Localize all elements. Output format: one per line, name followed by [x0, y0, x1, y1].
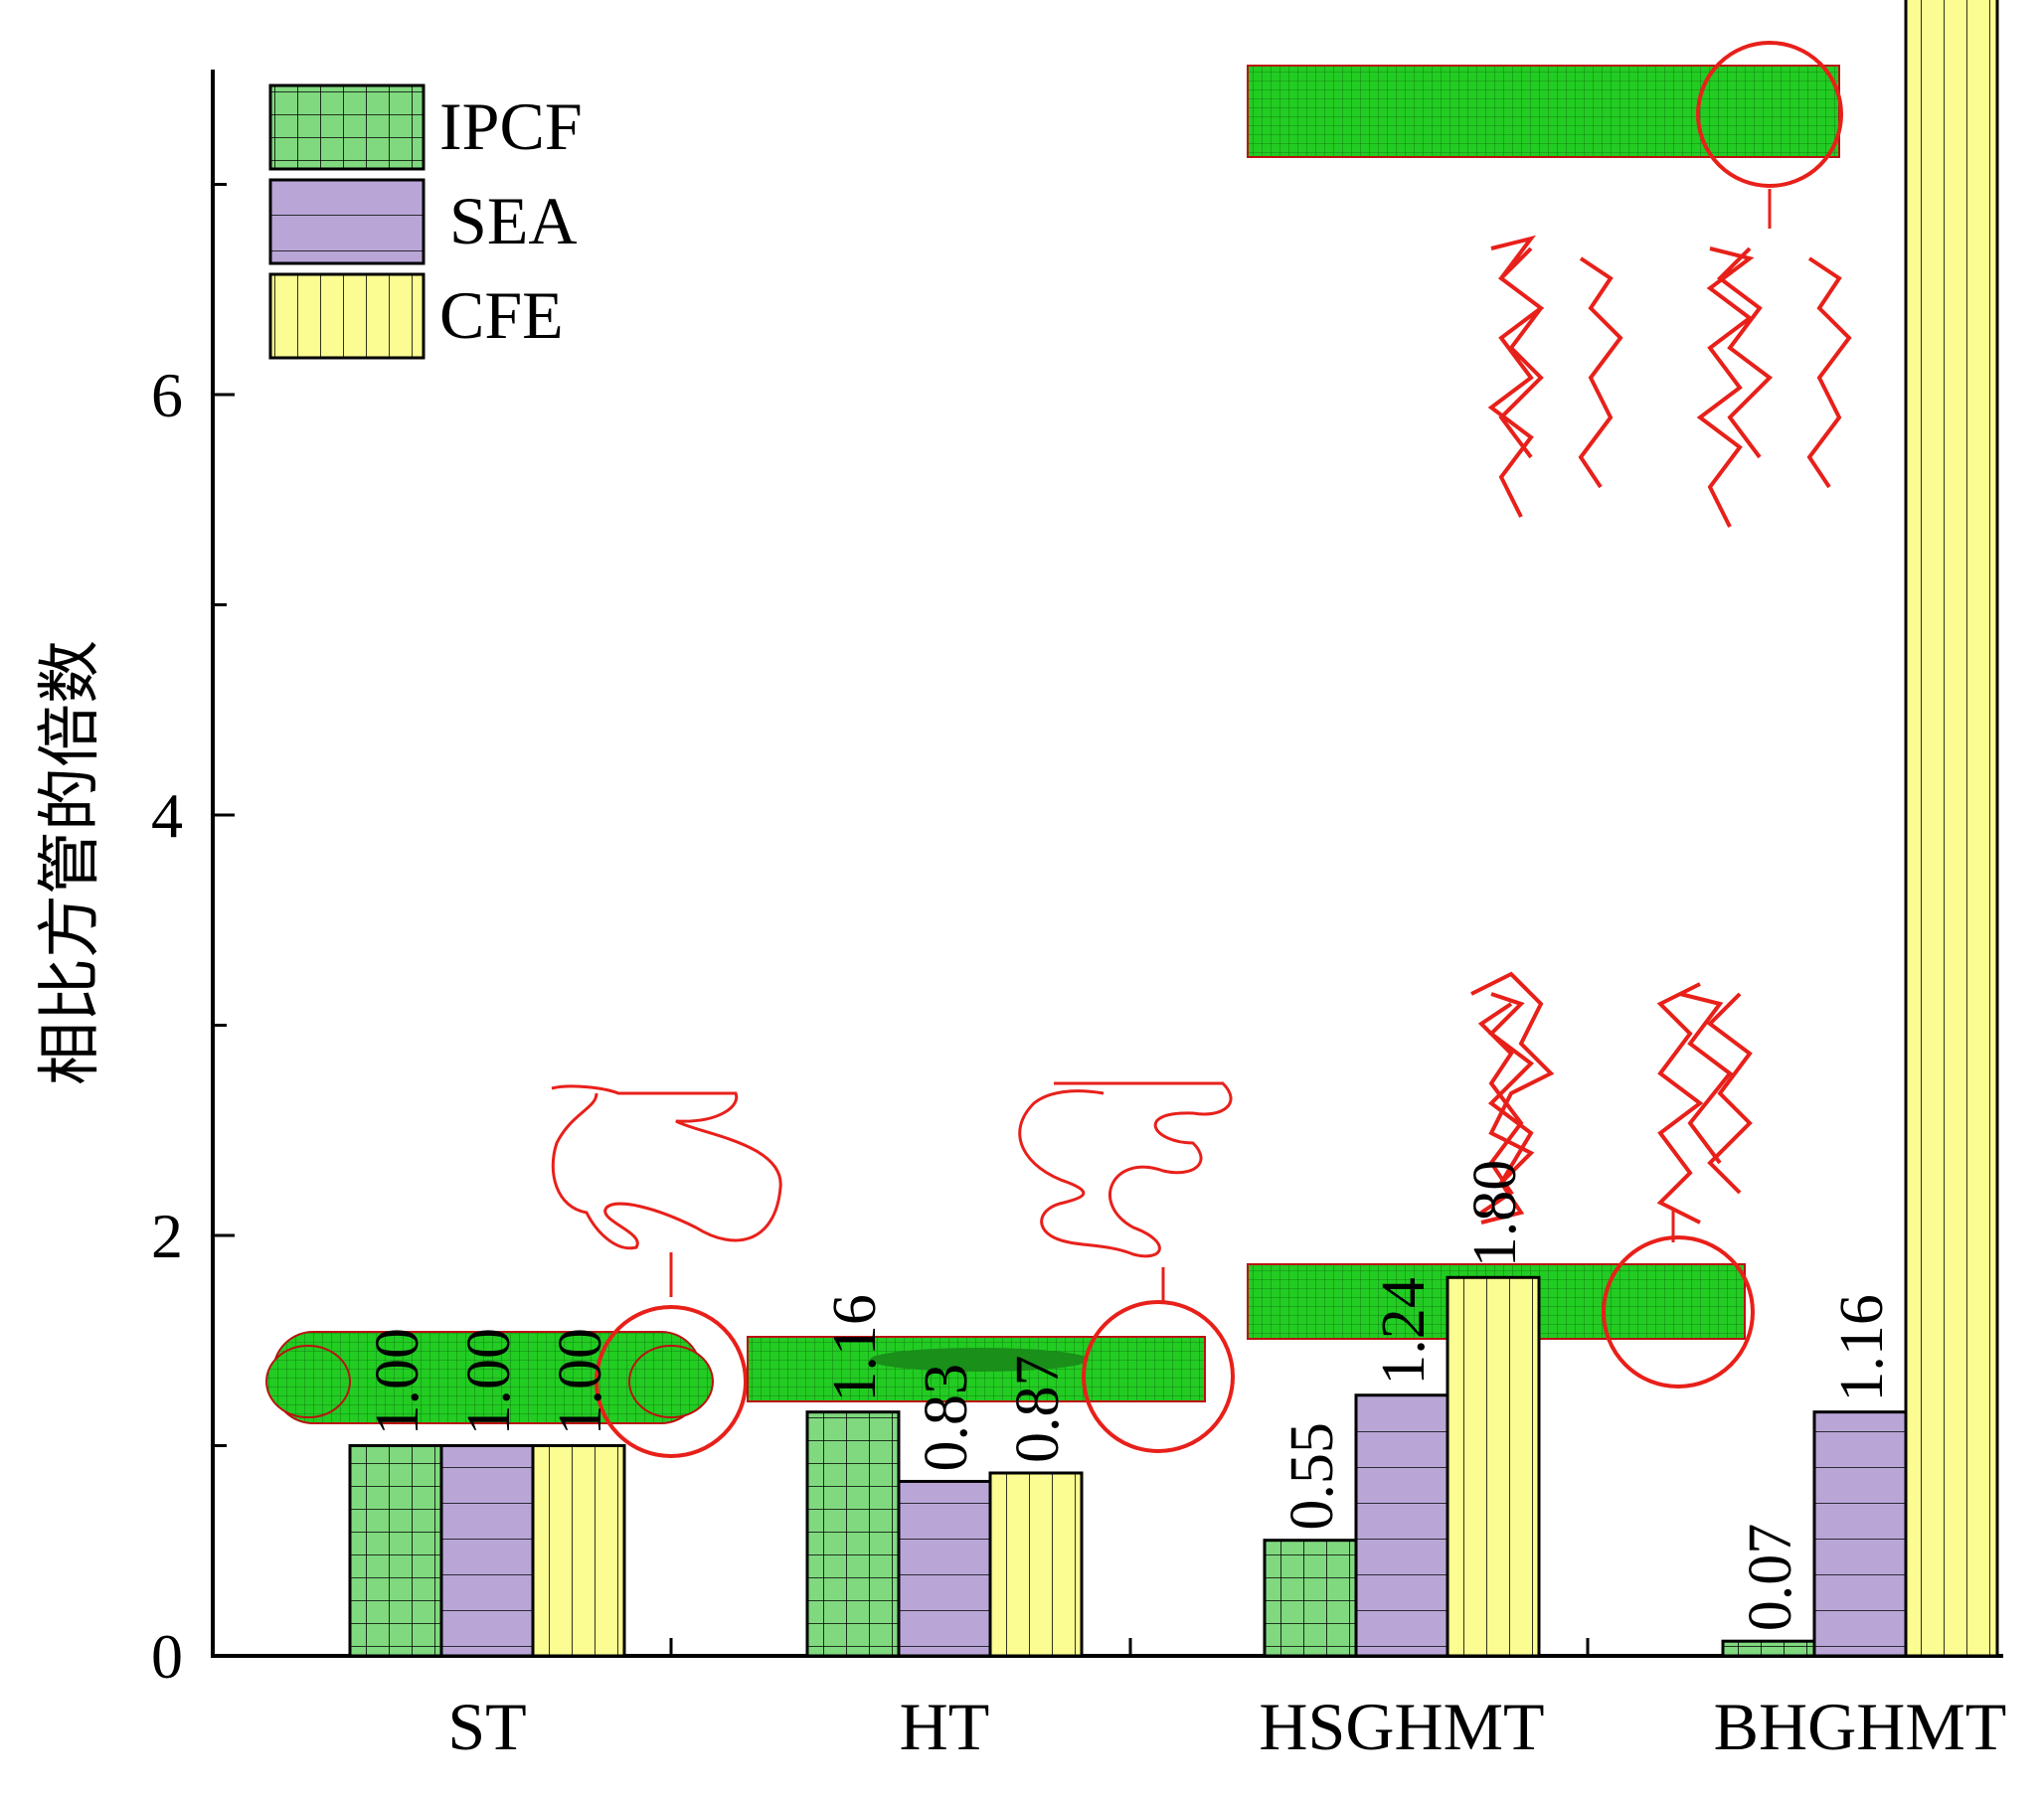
category-label-hsghmt: HSGHMT — [1259, 1689, 1544, 1764]
bar-ht-ipcf — [805, 1410, 901, 1658]
bars — [348, 0, 1999, 1658]
bar-hsghmt-ipcf — [1263, 1539, 1358, 1658]
bar-bhghmt-cfe — [1904, 0, 1999, 1658]
value-label-st-sea: 1.00 — [455, 1328, 523, 1436]
bar-bhghmt-sea — [1812, 1410, 1908, 1658]
bhghmt-deformation-inset — [1247, 41, 1852, 528]
value-label-hsghmt-ipcf: 0.55 — [1278, 1422, 1346, 1531]
ht-deformation-inset — [747, 1081, 1235, 1453]
legend: IPCF SEA CFE — [268, 83, 583, 360]
st-deformation-inset — [265, 1084, 782, 1458]
value-label-ht-sea: 0.83 — [913, 1364, 980, 1472]
legend-swatch-ipcf — [268, 83, 426, 171]
category-labels: ST HT HSGHMT BHGHMT — [447, 1689, 2006, 1764]
value-label-hsghmt-sea: 1.24 — [1370, 1277, 1438, 1386]
value-label-hsghmt-cfe: 1.80 — [1461, 1160, 1529, 1268]
x-axis-ticks — [669, 1638, 1590, 1656]
value-labels: 1.00 1.00 1.00 1.16 0.83 0.87 0.55 1.24 1.80 0.07… — [364, 1160, 1896, 1632]
bar-hsghmt-cfe — [1446, 1275, 1541, 1658]
bar-st-sea — [439, 1444, 535, 1658]
legend-item-ipcf: IPCF — [268, 83, 583, 171]
y-axis-title: 相比方管的倍数 — [34, 640, 107, 1085]
legend-swatch-cfe — [268, 272, 426, 360]
y-tick-label: 6 — [151, 360, 183, 430]
bar-ht-sea — [897, 1479, 992, 1658]
category-label-ht: HT — [900, 1689, 990, 1764]
value-label-bhghmt-ipcf: 0.07 — [1737, 1524, 1804, 1632]
legend-label-cfe: CFE — [439, 277, 564, 353]
legend-label-sea: SEA — [449, 183, 577, 258]
bar-ht-cfe — [988, 1471, 1084, 1658]
category-label-bhghmt: BHGHMT — [1714, 1689, 2007, 1764]
legend-swatch-sea — [268, 178, 426, 265]
category-label-st: ST — [447, 1689, 526, 1764]
y-tick-label: 0 — [151, 1621, 183, 1692]
y-tick-label: 8 — [151, 0, 183, 10]
value-label-st-ipcf: 1.00 — [364, 1328, 431, 1436]
legend-label-ipcf: IPCF — [439, 88, 583, 164]
value-label-bhghmt-sea: 1.16 — [1828, 1294, 1896, 1402]
bar-st-ipcf — [348, 1444, 443, 1658]
value-label-ht-cfe: 0.87 — [1004, 1355, 1072, 1463]
bar-hsghmt-sea — [1354, 1393, 1449, 1658]
y-tick-label: 2 — [151, 1201, 183, 1271]
value-label-ht-ipcf: 1.16 — [821, 1294, 889, 1402]
bar-bhghmt-ipcf — [1721, 1639, 1816, 1658]
value-label-st-cfe: 1.00 — [547, 1328, 614, 1436]
y-axis-ticks: 02468101214 — [151, 0, 235, 1692]
y-tick-label: 4 — [151, 780, 183, 851]
legend-item-sea: SEA — [268, 178, 577, 265]
bar-st-cfe — [531, 1444, 626, 1658]
legend-item-cfe: CFE — [268, 272, 564, 360]
